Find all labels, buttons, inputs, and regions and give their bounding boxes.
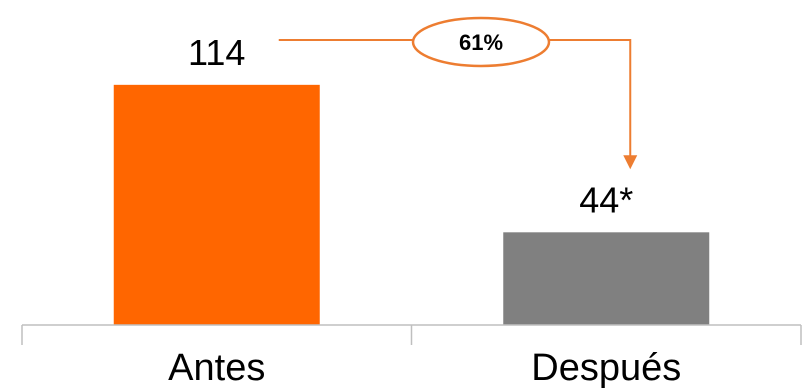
bars-layer: [113, 84, 710, 325]
change-percentage-label: 61%: [459, 30, 503, 55]
category-label-antes: Antes: [168, 347, 265, 389]
category-labels: Antes Después: [168, 347, 681, 389]
change-annotation: 61%: [278, 16, 638, 170]
change-percentage-oval: [411, 16, 551, 68]
value-labels: 114 44*: [188, 32, 633, 220]
value-label-antes: 114: [188, 32, 245, 73]
arrow-head-icon: [623, 155, 638, 170]
bar-despues: [503, 232, 710, 325]
value-label-despues: 44*: [579, 179, 633, 220]
connector-line-right: [549, 39, 632, 158]
bar-antes: [113, 84, 320, 325]
x-axis-ticks: [21, 325, 802, 345]
category-label-despues: Después: [531, 347, 681, 389]
